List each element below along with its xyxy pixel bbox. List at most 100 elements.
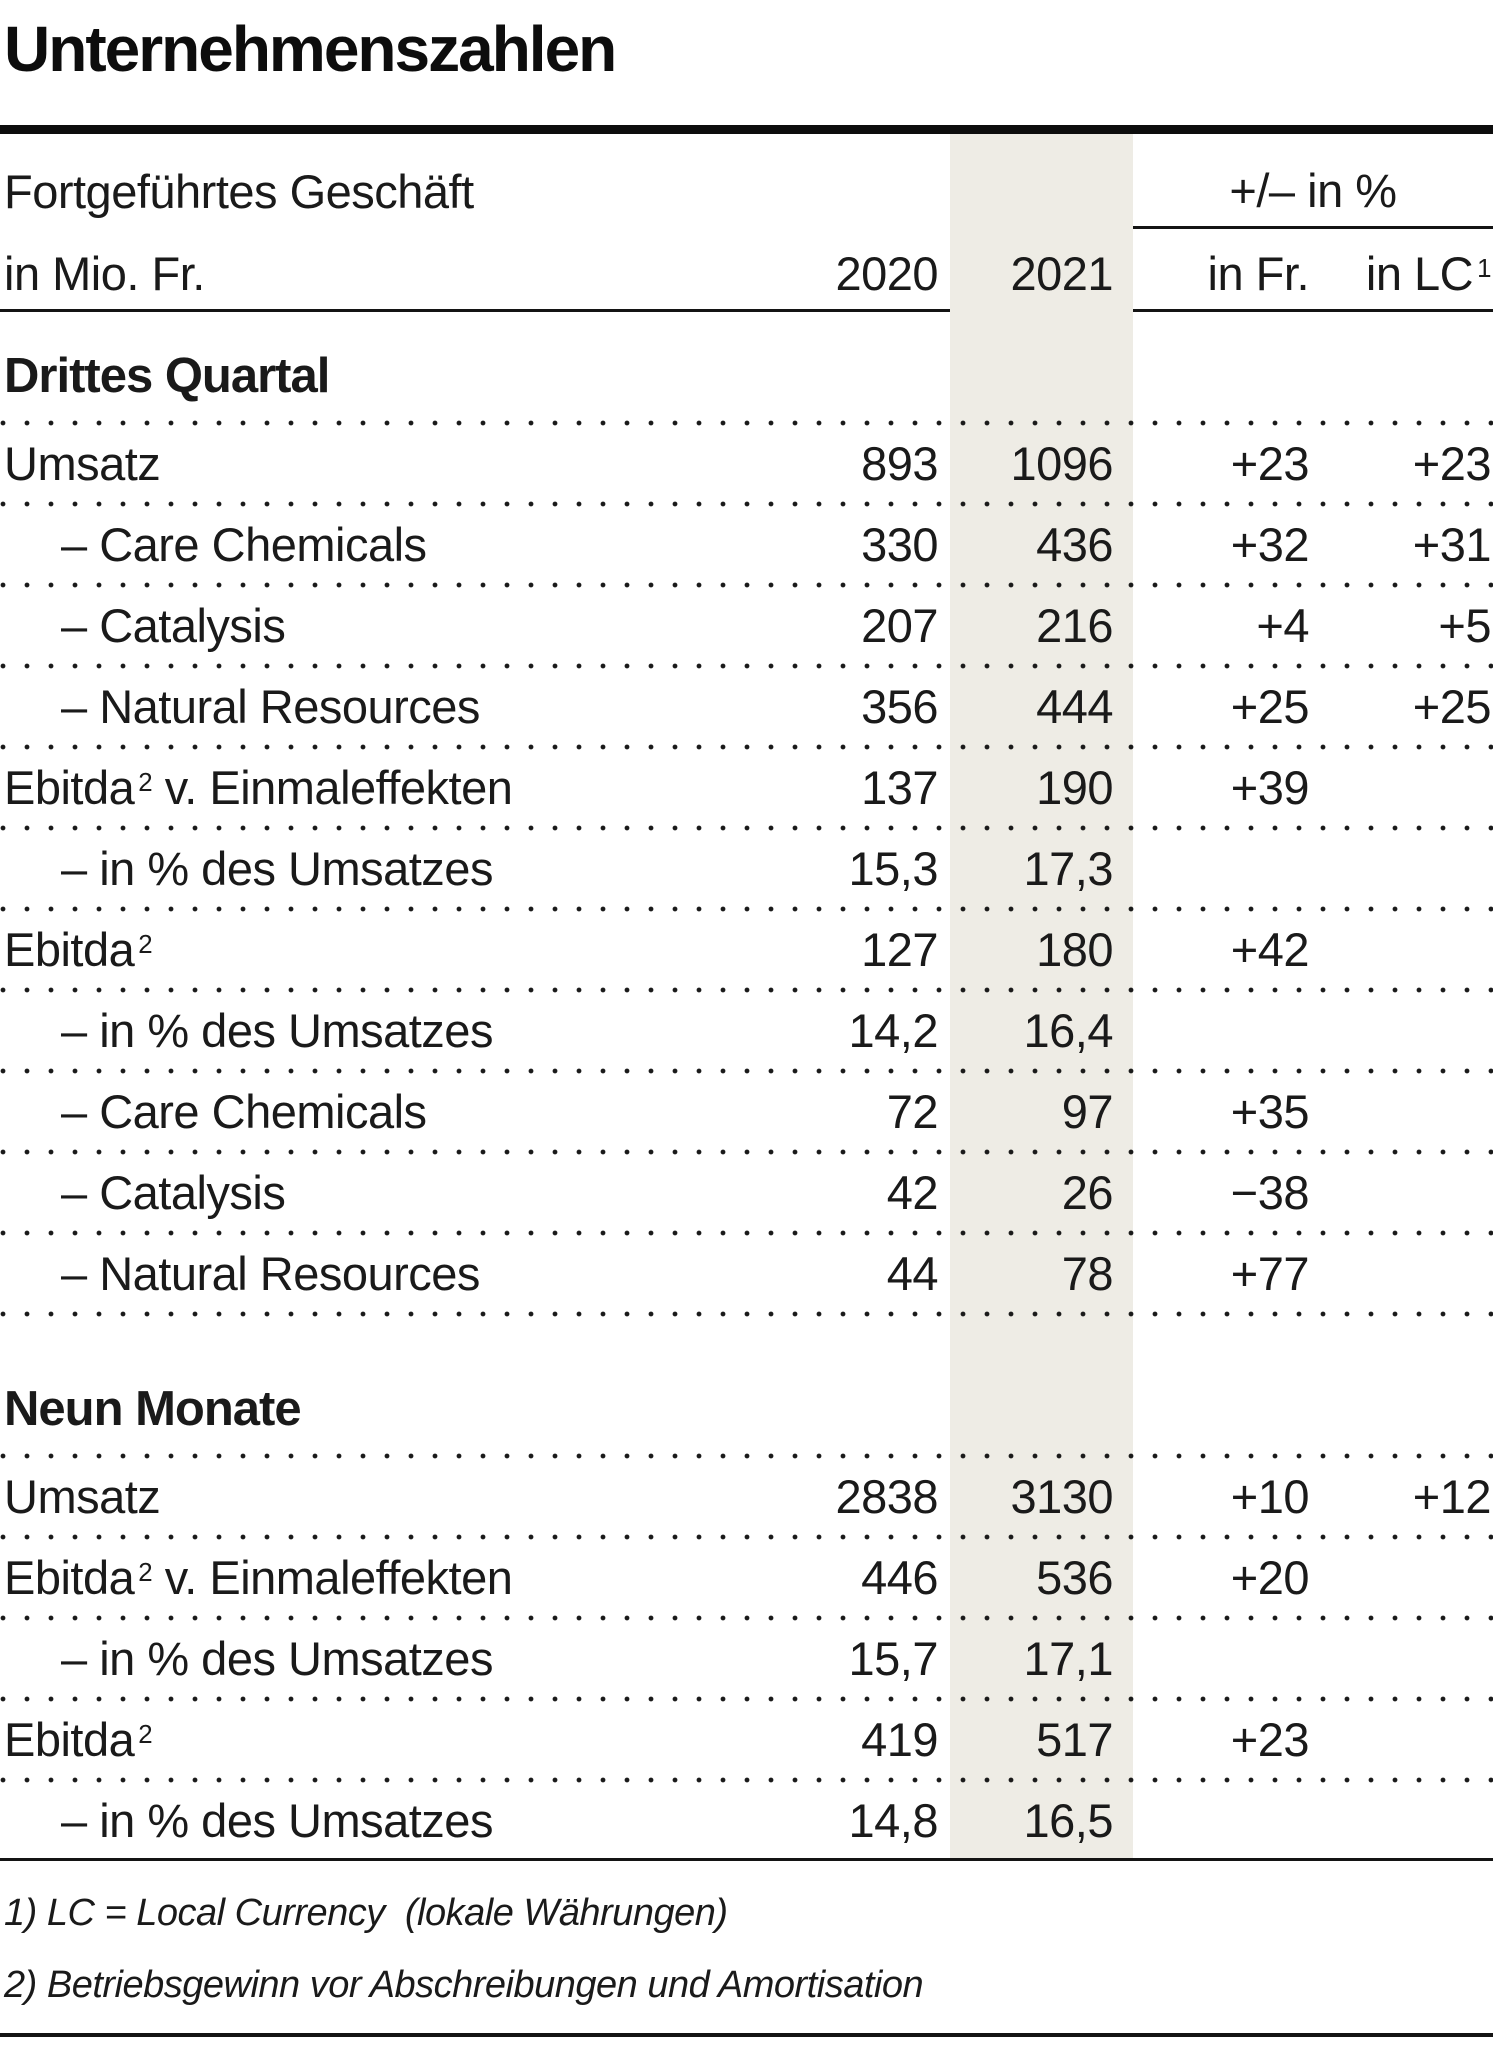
cell-2021: 180 (1036, 923, 1113, 977)
dotted-divider (0, 501, 1493, 508)
cell-change-fr: +77 (1230, 1247, 1310, 1301)
cell-change-fr: +35 (1230, 1085, 1310, 1139)
row-label: – Catalysis (61, 1166, 286, 1220)
dotted-divider (0, 987, 1493, 994)
table-row: Umsatz 893 1096 +23 +23 (0, 426, 1493, 501)
cell-2021: 536 (1036, 1551, 1113, 1605)
cell-2021: 190 (1036, 761, 1113, 815)
cell-2021: 3130 (1010, 1470, 1113, 1524)
table-header-row-2: in Mio. Fr. 2020 2021 in Fr. in LC 1 (0, 229, 1493, 309)
cell-2021: 17,3 (1023, 842, 1114, 896)
row-label: – Care Chemicals (61, 1085, 427, 1139)
col-header-in-lc-text: in LC (1365, 247, 1474, 301)
dotted-divider (0, 1149, 1493, 1156)
row-label: Umsatz (4, 437, 161, 491)
cell-change-fr: +20 (1230, 1551, 1310, 1605)
cell-2020: 207 (861, 599, 938, 653)
cell-change-fr: −38 (1230, 1166, 1310, 1220)
cell-change-fr: +32 (1230, 518, 1310, 572)
cell-change-lc: +31 (1412, 518, 1492, 572)
dotted-divider (0, 420, 1493, 427)
table-row: – Natural Resources 44 78 +77 (0, 1236, 1493, 1311)
cell-2020: 356 (861, 680, 938, 734)
dotted-divider (0, 1453, 1493, 1460)
dotted-divider (0, 1311, 1493, 1318)
section-heading-q3: Drittes Quartal (4, 349, 330, 404)
table-row: – Catalysis 207 216 +4 +5 (0, 588, 1493, 663)
cell-2020: 446 (861, 1551, 938, 1605)
cell-2021: 517 (1036, 1713, 1113, 1767)
table-row: Umsatz 2838 3130 +10 +12 (0, 1459, 1493, 1534)
section-heading-9m: Neun Monate (4, 1382, 302, 1437)
table-row: Ebitda 2 127 180 +42 (0, 912, 1493, 987)
cell-2020: 2838 (835, 1470, 938, 1524)
dotted-divider (0, 744, 1493, 751)
cell-2020: 15,7 (848, 1632, 939, 1686)
row-label: – Catalysis (61, 599, 286, 653)
row-label: – in % des Umsatzes (61, 1632, 493, 1686)
table-row: – in % des Umsatzes 14,2 16,4 (0, 993, 1493, 1068)
row-label: Ebitda 2 v. Einmaleffekten (4, 761, 513, 815)
col-header-in-lc: in LC 1 (1315, 246, 1493, 301)
cell-2021: 436 (1036, 518, 1113, 572)
row-label: – Natural Resources (61, 680, 480, 734)
top-thick-rule (0, 125, 1493, 135)
cell-2020: 127 (861, 923, 938, 977)
table-row: Ebitda 2 v. Einmaleffekten 137 190 +39 (0, 750, 1493, 825)
cell-change-fr: +23 (1230, 1713, 1310, 1767)
pct-group-header: +/– in % (1133, 163, 1493, 230)
table-row: – Catalysis 42 26 −38 (0, 1155, 1493, 1230)
cell-change-lc: +25 (1412, 680, 1492, 734)
bottom-rule (0, 2033, 1493, 2038)
table-row: – in % des Umsatzes 14,8 16,5 (0, 1783, 1493, 1858)
table-row: – Care Chemicals 330 436 +32 +31 (0, 507, 1493, 582)
cell-change-lc: +5 (1438, 599, 1491, 653)
cell-change-fr: +25 (1230, 680, 1310, 734)
footnote-2: 2) Betriebsgewinn vor Abschreibungen und… (4, 1964, 924, 2007)
dotted-divider (0, 1534, 1493, 1541)
dotted-divider (0, 1230, 1493, 1237)
page-title: Unternehmenszahlen (4, 13, 617, 85)
footnotes: 1) LC = Local Currency (lokale Währungen… (0, 1861, 1493, 2021)
row-label: – in % des Umsatzes (61, 842, 493, 896)
table-row: – in % des Umsatzes 15,3 17,3 (0, 831, 1493, 906)
cell-2021: 26 (1061, 1166, 1114, 1220)
dotted-divider (0, 582, 1493, 589)
cell-2021: 444 (1036, 680, 1113, 734)
cell-2021: 16,4 (1023, 1004, 1114, 1058)
table-row: Ebitda 2 v. Einmaleffekten 446 536 +20 (0, 1540, 1493, 1615)
cell-change-fr: +39 (1230, 761, 1310, 815)
dotted-divider (0, 1615, 1493, 1622)
header-rule (0, 309, 1493, 313)
cell-2020: 419 (861, 1713, 938, 1767)
cell-change-fr: +42 (1230, 923, 1310, 977)
cell-2020: 137 (861, 761, 938, 815)
row-label: Ebitda 2 (4, 923, 153, 977)
row-label: Ebitda 2 v. Einmaleffekten (4, 1551, 513, 1605)
cell-2020: 44 (886, 1247, 939, 1301)
table-row: – Care Chemicals 72 97 +35 (0, 1074, 1493, 1149)
row-label: Ebitda 2 (4, 1713, 153, 1767)
dotted-divider (0, 663, 1493, 670)
cell-2020: 330 (861, 518, 938, 572)
table-row: – Natural Resources 356 444 +25 +25 (0, 669, 1493, 744)
col-header-2021: 2021 (1010, 247, 1113, 301)
cell-2021: 78 (1061, 1247, 1114, 1301)
cell-2020: 72 (886, 1085, 939, 1139)
cell-change-fr: +4 (1256, 599, 1309, 653)
footnote-1: 1) LC = Local Currency (lokale Währungen… (4, 1892, 728, 1935)
footnote-marker-1: 1 (1477, 255, 1491, 284)
cell-2021: 216 (1036, 599, 1113, 653)
row-label: – Care Chemicals (61, 518, 427, 572)
dotted-divider (0, 825, 1493, 832)
dotted-divider (0, 906, 1493, 913)
cell-2020: 14,2 (848, 1004, 939, 1058)
cell-change-fr: +23 (1230, 437, 1310, 491)
unit-label: in Mio. Fr. (4, 247, 205, 301)
row-label: – in % des Umsatzes (61, 1004, 493, 1058)
col-header-2020: 2020 (835, 247, 938, 301)
table-header-row-1: Fortgeführtes Geschäft +/– in % (0, 134, 1493, 230)
table: Fortgeführtes Geschäft +/– in % in Mio. … (0, 134, 1493, 1859)
cell-2020: 15,3 (848, 842, 939, 896)
